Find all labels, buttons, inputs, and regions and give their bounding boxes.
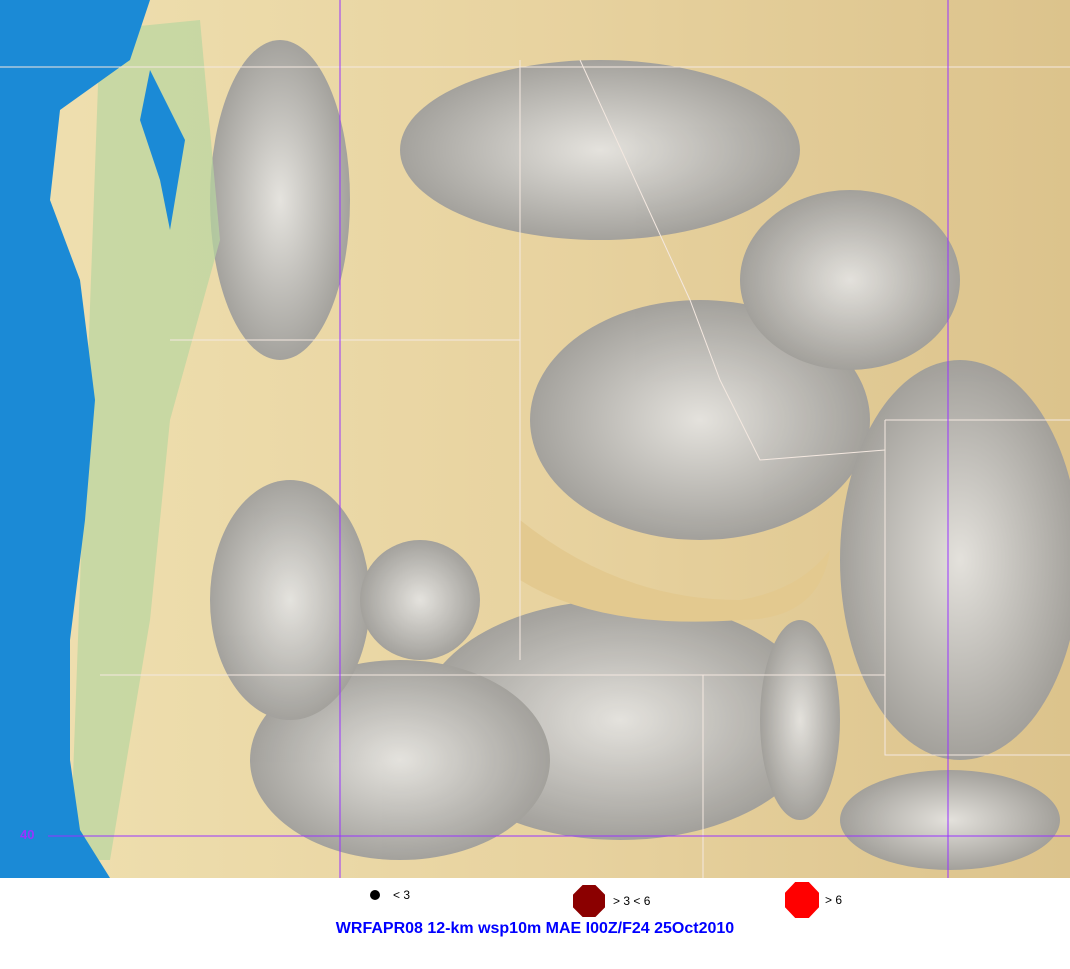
legend-label: > 3 < 6 <box>613 894 651 908</box>
legend-item-low: < 3 <box>370 888 410 902</box>
puget-sound <box>140 70 185 230</box>
latlon-gridlines <box>48 0 1070 878</box>
ocean <box>0 0 150 878</box>
black-dot-icon <box>370 890 380 900</box>
map-title: WRFAPR08 12-km wsp10m MAE I00Z/F24 25Oct… <box>335 920 735 937</box>
dark-red-octagon-icon <box>573 885 605 917</box>
state-borders <box>0 59 1070 878</box>
legend-label: < 3 <box>393 888 411 902</box>
mountain-areas <box>210 40 1070 870</box>
red-octagon-icon <box>785 882 819 918</box>
snake-river-plain <box>520 520 830 622</box>
legend-item-high: > 6 <box>785 882 842 918</box>
terrain-map <box>0 0 1070 878</box>
coastal-lowland <box>70 20 220 860</box>
latitude-label: 40 <box>20 827 35 842</box>
legend-label: > 6 <box>825 893 843 907</box>
legend-item-mid: > 3 < 6 <box>573 885 650 917</box>
